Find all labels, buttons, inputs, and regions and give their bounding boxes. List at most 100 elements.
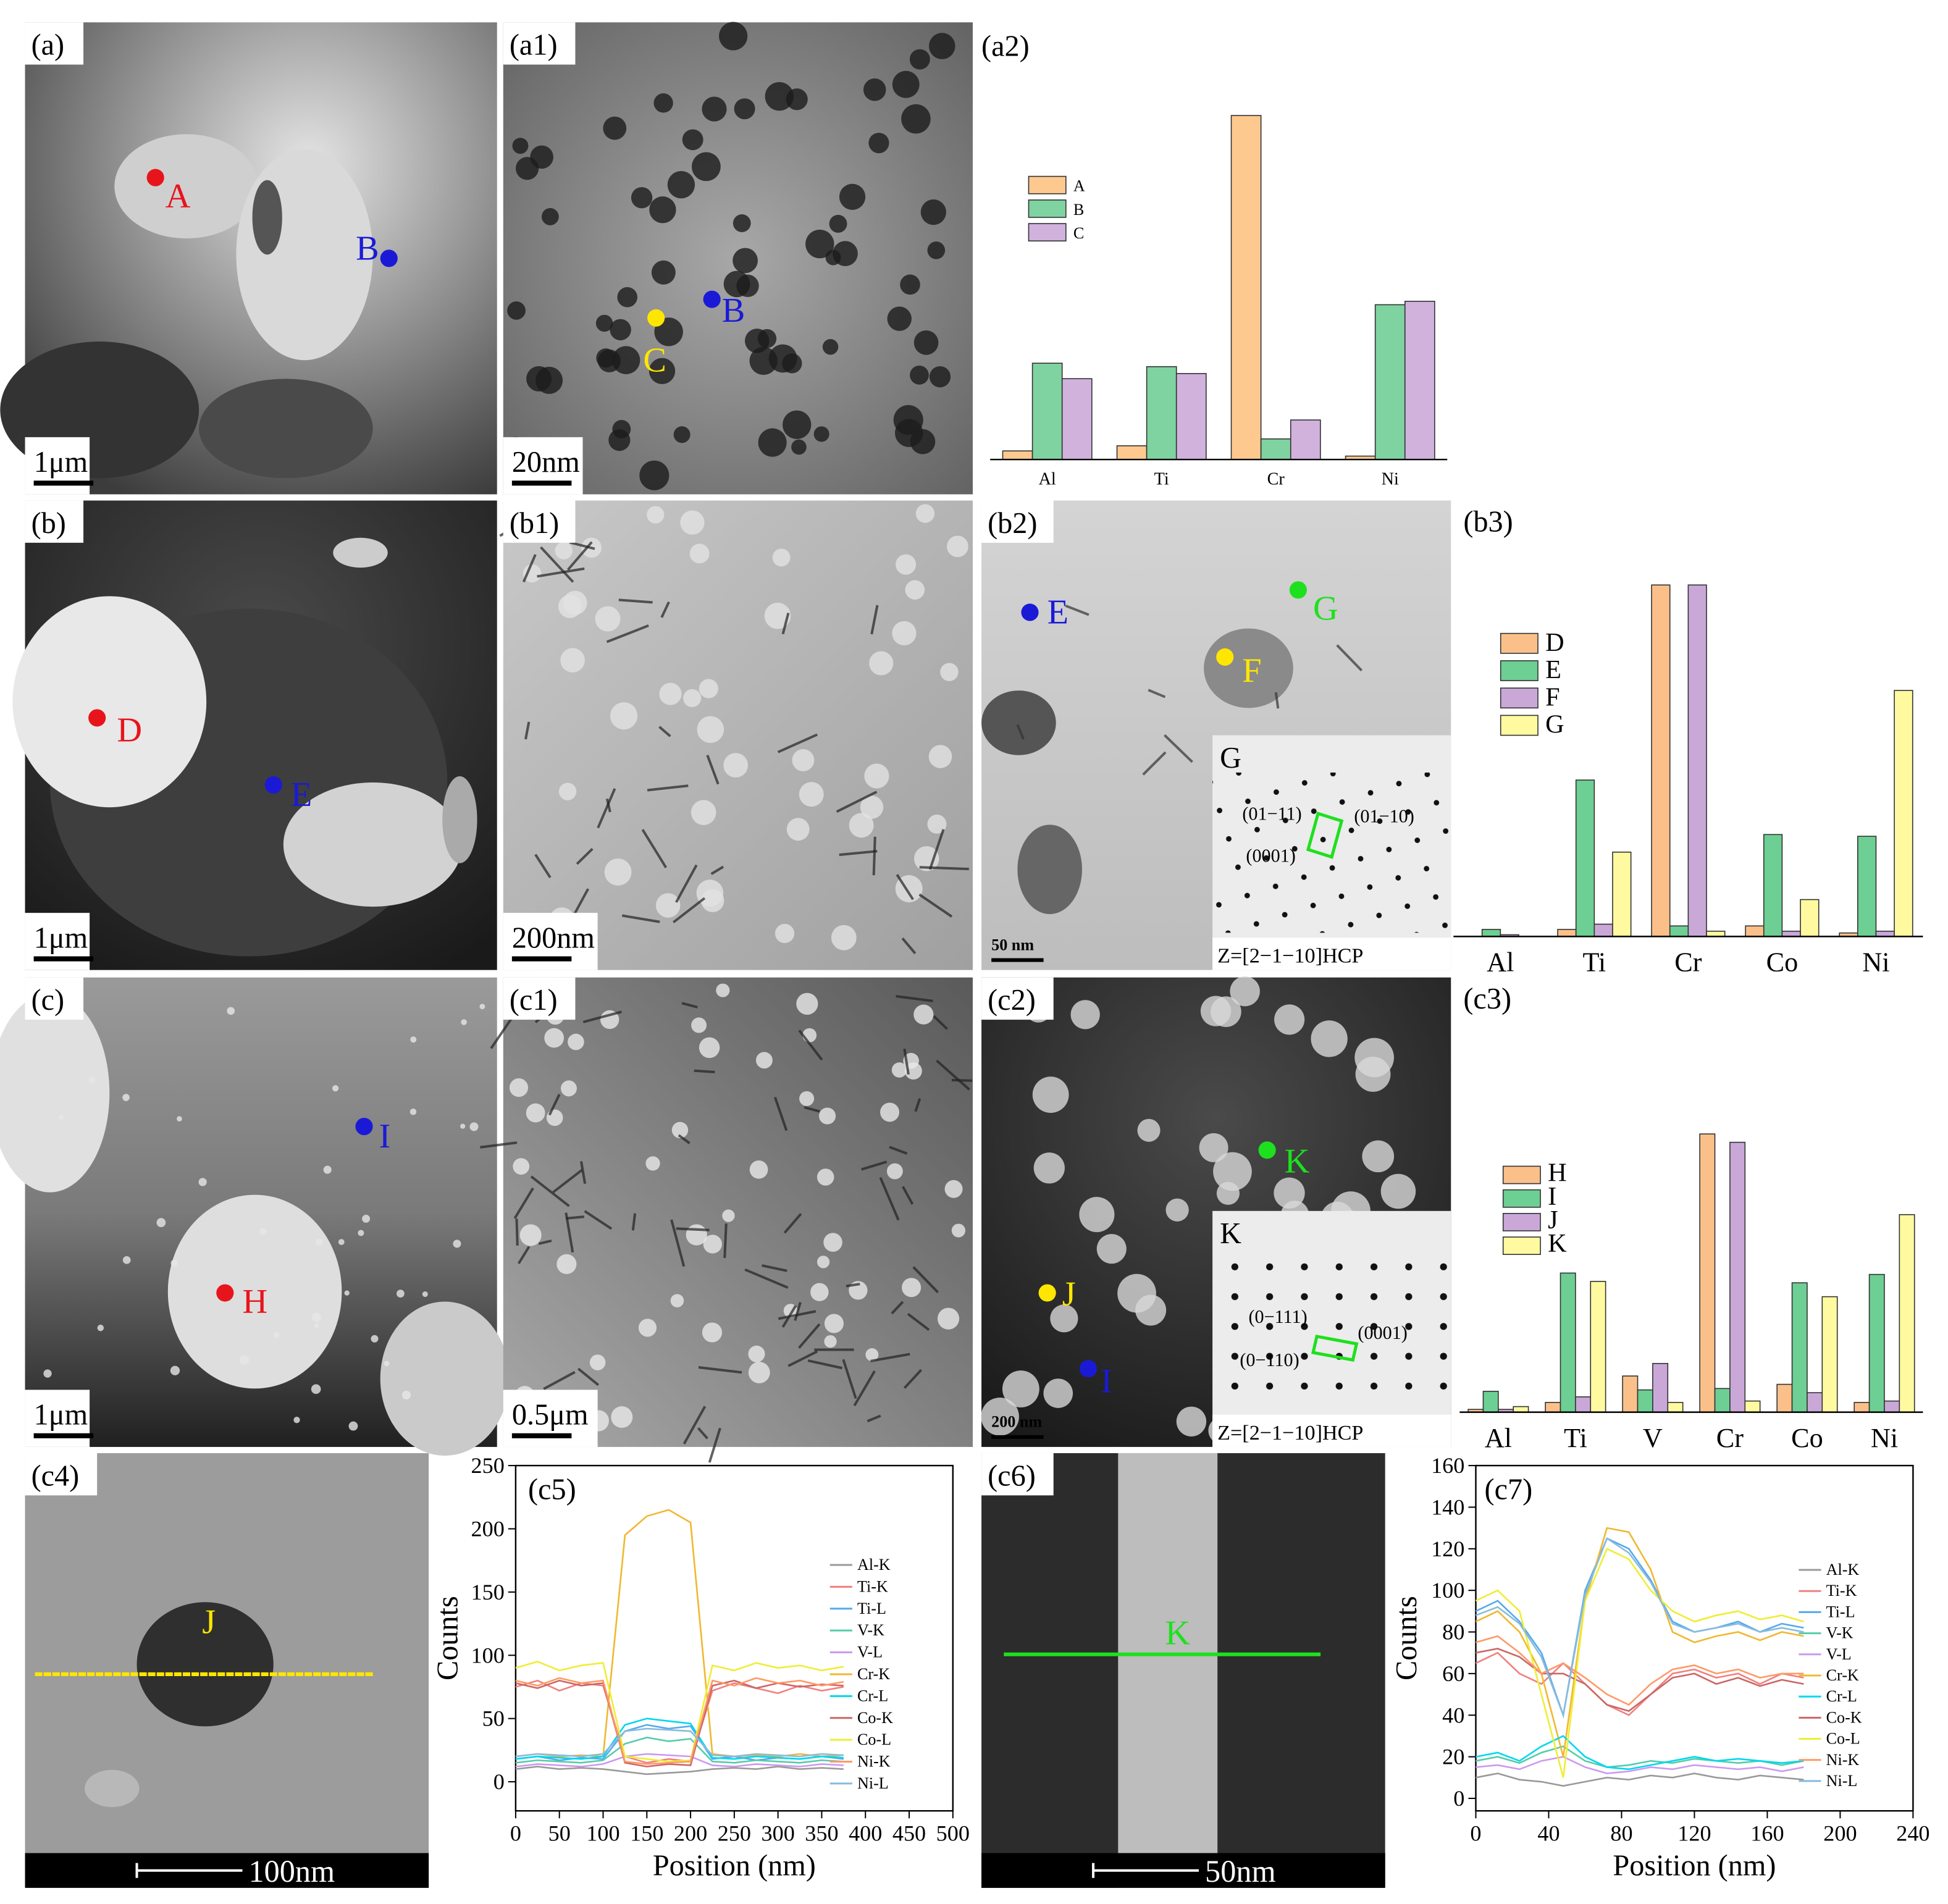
texture <box>910 429 936 455</box>
texture <box>836 791 878 813</box>
texture <box>869 651 894 676</box>
y-tick-label: 200 <box>471 1517 505 1541</box>
texture <box>682 129 703 151</box>
texture <box>734 98 755 120</box>
texture <box>617 287 638 308</box>
texture <box>909 49 930 70</box>
bar <box>1884 1400 1900 1413</box>
texture <box>526 1103 545 1123</box>
texture <box>1096 1234 1127 1264</box>
texture <box>316 1238 323 1246</box>
texture <box>864 763 889 789</box>
x-tick-label: Co <box>1791 1423 1823 1453</box>
plane-index: (0−111) <box>1248 1306 1307 1327</box>
marker <box>1079 1360 1098 1378</box>
label-box <box>25 1453 98 1496</box>
texture <box>647 506 665 524</box>
texture <box>839 183 866 210</box>
x-tick-label: 0 <box>510 1821 521 1845</box>
texture <box>639 460 670 490</box>
y-tick-label: 0 <box>493 1769 505 1794</box>
texture <box>1311 1020 1348 1057</box>
texture <box>552 1169 583 1194</box>
scale-text: 50 nm <box>991 936 1034 954</box>
texture <box>915 504 935 523</box>
texture <box>804 1105 820 1113</box>
series-line <box>515 1753 844 1768</box>
texture <box>58 1114 64 1120</box>
texture <box>807 1359 843 1370</box>
texture <box>824 1314 844 1333</box>
texture <box>660 601 670 618</box>
texture <box>653 93 673 113</box>
texture <box>509 1078 529 1097</box>
series-line <box>1476 1745 1804 1768</box>
texture <box>595 314 613 332</box>
x-tick-label: Ni <box>1871 1423 1898 1453</box>
bar <box>1230 115 1262 460</box>
marker-label: I <box>379 1117 391 1155</box>
chart-title: (a2) <box>981 30 1030 62</box>
texture <box>865 1348 879 1362</box>
texture <box>694 1069 715 1073</box>
bar <box>1116 445 1148 460</box>
texture <box>556 1254 577 1274</box>
texture <box>409 1109 417 1115</box>
texture <box>569 541 595 550</box>
texture <box>681 1002 698 1009</box>
x-tick-label: 80 <box>1610 1821 1632 1845</box>
series-line <box>515 1717 844 1760</box>
label-box <box>981 977 1054 1020</box>
texture <box>1016 724 1025 740</box>
texture <box>861 1160 888 1171</box>
legend-label: Ni-K <box>857 1753 891 1771</box>
x-tick-label: 400 <box>849 1821 882 1845</box>
texture <box>645 1156 660 1171</box>
texture <box>293 1417 300 1424</box>
texture <box>1117 1273 1156 1313</box>
scale-text: 50nm <box>1205 1854 1276 1889</box>
texture <box>905 580 925 600</box>
texture <box>902 1186 914 1205</box>
marker <box>216 1284 234 1302</box>
texture <box>1142 751 1167 776</box>
bar <box>1669 925 1689 937</box>
bar <box>1374 304 1406 460</box>
bar <box>1894 690 1913 937</box>
bar <box>1699 1133 1716 1413</box>
texture <box>733 214 751 232</box>
marker-label: H <box>242 1283 267 1321</box>
series-line <box>515 1727 844 1758</box>
x-tick-label: Ti <box>1582 947 1606 978</box>
plane-index: (0001) <box>1358 1322 1407 1343</box>
series-line <box>1475 1537 1804 1719</box>
bar <box>1575 1396 1592 1413</box>
plane-index: (01−11) <box>1242 803 1301 824</box>
texture <box>576 847 594 865</box>
series-line <box>1475 1548 1804 1778</box>
texture <box>649 196 676 224</box>
y-tick-label: 140 <box>1431 1495 1464 1520</box>
texture <box>902 1278 922 1298</box>
plot-frame <box>514 1464 954 1812</box>
texture <box>1002 1370 1039 1407</box>
texture <box>736 274 759 298</box>
texture <box>658 726 671 737</box>
texture <box>680 510 705 535</box>
texture <box>796 992 818 1015</box>
scale-text: 20nm <box>512 446 580 479</box>
y-tick-label: 80 <box>1442 1620 1464 1645</box>
texture <box>461 1019 467 1025</box>
texture <box>88 1076 96 1084</box>
texture <box>371 1335 379 1343</box>
label-box <box>25 500 84 543</box>
texture <box>621 914 660 923</box>
legend-label: Co-L <box>857 1730 891 1748</box>
legend-label: Cr-L <box>1826 1687 1857 1705</box>
x-tick-label: 40 <box>1537 1821 1560 1845</box>
texture <box>1033 1152 1065 1184</box>
panel-label: (c1) <box>510 984 558 1017</box>
marker <box>1038 1284 1056 1302</box>
inset-label: K <box>1220 1217 1241 1250</box>
chart-title: (c5) <box>528 1473 576 1506</box>
